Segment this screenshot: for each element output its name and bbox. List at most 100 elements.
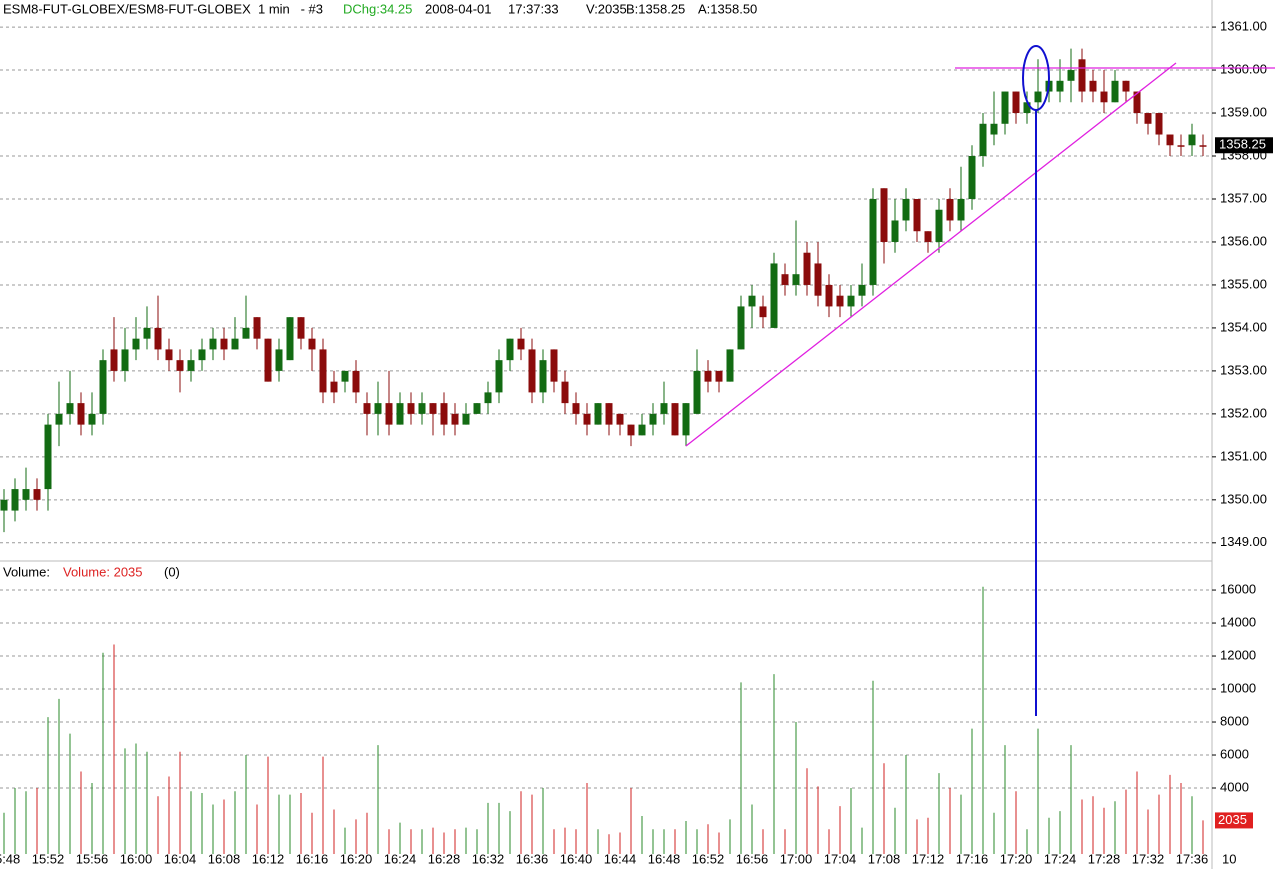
- candle-body: [781, 274, 789, 285]
- x-tick-label: 16:28: [428, 851, 461, 866]
- x-tick-label: 15:52: [32, 851, 65, 866]
- candle-body: [132, 338, 140, 350]
- candle-body: [374, 403, 382, 414]
- candle-body: [704, 370, 712, 382]
- candle-body: [1133, 91, 1141, 114]
- y-tick-label: 6000: [1220, 746, 1249, 761]
- candle-body: [990, 123, 998, 135]
- candle-body: [33, 489, 41, 500]
- x-tick-label: 16:52: [692, 851, 725, 866]
- candle-body: [792, 274, 800, 285]
- bid: B:1358.25: [626, 1, 685, 16]
- candle-body: [154, 327, 162, 350]
- symbol: ESM8-FUT-GLOBEX/ESM8-FUT-GLOBEX 1 min - …: [3, 1, 323, 16]
- candle-body: [902, 198, 910, 221]
- candle-body: [462, 413, 470, 425]
- candle-body: [726, 349, 734, 382]
- candle-body: [1012, 91, 1020, 114]
- date: 2008-04-01: [425, 1, 492, 16]
- last-volume-label: 2035: [1218, 812, 1247, 827]
- candle-body: [242, 327, 250, 339]
- x-tick-label: 17:04: [824, 851, 857, 866]
- candle-body: [1166, 134, 1174, 146]
- plot-layer: 1349.00 1350.00 1351.00 1352.00 1353.00 1354.…: [0, 19, 1273, 866]
- candle-body: [660, 403, 668, 414]
- candle-body: [396, 403, 404, 425]
- candle-body: [11, 489, 19, 511]
- candle-body: [341, 370, 349, 382]
- candle-body: [517, 338, 525, 350]
- candle-body: [1188, 134, 1196, 146]
- candle-body: [693, 370, 701, 414]
- y-tick-label: 10000: [1220, 680, 1256, 695]
- candle-body: [594, 403, 602, 425]
- candle-body: [605, 403, 613, 425]
- candle-body: [627, 424, 635, 436]
- volume-info: V:2035: [586, 1, 627, 16]
- x-tick-label: 16:08: [208, 851, 241, 866]
- candle-body: [99, 360, 107, 414]
- y-tick-label: 1355.00: [1220, 276, 1267, 291]
- trend-line[interactable]: [685, 62, 1177, 447]
- y-tick-label: 1350.00: [1220, 491, 1267, 506]
- candle-body: [231, 338, 239, 350]
- x-tick-label: 17:20: [1000, 851, 1033, 866]
- candle-body: [1144, 113, 1152, 124]
- x-tick-label: 16:04: [164, 851, 197, 866]
- candle-body: [759, 306, 767, 318]
- candle-body: [473, 403, 481, 414]
- candle-body: [165, 349, 173, 361]
- candle-body: [935, 209, 943, 242]
- candle-body: [198, 349, 206, 361]
- candle-body: [22, 489, 30, 500]
- candle-body: [385, 403, 393, 425]
- candle-body: [847, 295, 855, 307]
- candle-body: [858, 284, 866, 296]
- candle-body: [176, 360, 184, 371]
- candle-body: [88, 413, 96, 425]
- candle-body: [77, 403, 85, 425]
- y-tick-label: 14000: [1220, 614, 1256, 629]
- candle-body: [1100, 91, 1108, 103]
- candle-body: [297, 317, 305, 339]
- candle-body: [506, 338, 514, 361]
- candle-body: [451, 413, 459, 425]
- volume-label: Volume:: [3, 564, 50, 579]
- candle-body: [616, 413, 624, 425]
- candle-body: [1155, 113, 1163, 135]
- x-tick-label: 17:36: [1176, 851, 1209, 866]
- x-tick-label: 16:36: [516, 851, 549, 866]
- candle-body: [66, 403, 74, 414]
- candle-body: [121, 349, 129, 371]
- x-tick-label: 16:32: [472, 851, 505, 866]
- candle-body: [429, 403, 437, 414]
- candle-body: [363, 403, 371, 414]
- x-tick-label: 16:12: [252, 851, 285, 866]
- last-price-box: [1215, 137, 1273, 154]
- candle-body: [561, 381, 569, 404]
- y-tick-label: 4000: [1220, 779, 1249, 794]
- last-volume-box: [1215, 812, 1253, 829]
- candle-body: [253, 317, 261, 339]
- candle-body: [803, 252, 811, 285]
- candle-body: [957, 198, 965, 221]
- last-price-label: 1358.25: [1219, 137, 1266, 152]
- candle-body: [550, 349, 558, 382]
- candle-body: [638, 424, 646, 436]
- y-tick-label: 16000: [1220, 581, 1256, 596]
- x-tick-label: 17:12: [912, 851, 945, 866]
- candle-body: [440, 403, 448, 425]
- x-tick-label: 15:48: [0, 851, 20, 866]
- candle-body: [649, 413, 657, 425]
- candle-body: [572, 403, 580, 414]
- day-change: DChg:34.25: [343, 1, 412, 16]
- y-tick-label: 1361.00: [1220, 19, 1267, 34]
- y-tick-label: 1351.00: [1220, 448, 1267, 463]
- candle-body: [715, 370, 723, 382]
- candle-body: [539, 360, 547, 393]
- x-tick-label: 17:28: [1088, 851, 1121, 866]
- candle-body: [55, 413, 63, 425]
- candle-body: [913, 198, 921, 232]
- volume-study: Volume: 2035: [63, 564, 143, 579]
